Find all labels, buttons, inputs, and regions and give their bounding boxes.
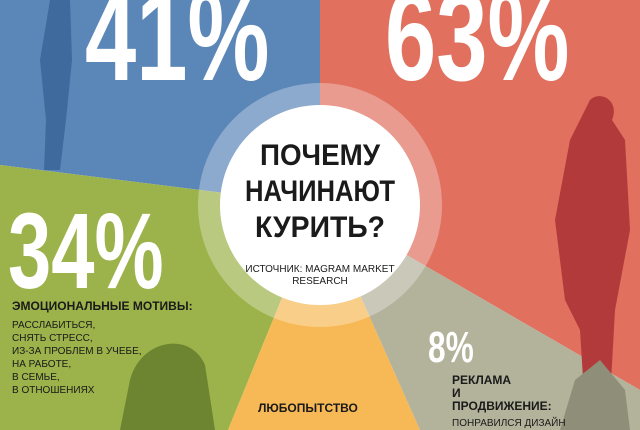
list-item: НА РАБОТЕ, [12,359,71,370]
silhouette [555,96,630,410]
list-item: СНЯТЬ СТРЕСС, [12,333,93,344]
silhouette [120,343,215,430]
silhouette [40,0,72,170]
center-circle [220,105,420,305]
percent: 8% [428,323,474,372]
source-line: ИСТОЧНИК: MAGRAM MARKET [245,264,394,275]
list-item: В ОТНОШЕНИЯХ [12,385,95,396]
heading-line: ПРОДВИЖЕНИЕ: [452,399,552,413]
heading-line: РЕКЛАМА [452,373,511,387]
title-line: НАЧИНАЮТ [245,175,395,208]
silhouette [560,360,630,430]
title-line: ПОЧЕМУ [260,139,380,172]
list-item: ИЗ-ЗА ПРОБЛЕМ В УЧЕБЕ, [12,346,142,357]
segment-orange [228,205,420,430]
list: РАССЛАБИТЬСЯ, СНЯТЬ СТРЕСС, ИЗ-ЗА ПРОБЛЕМ … [12,320,142,396]
heading: ЭМОЦИОНАЛЬНЫЕ МОТИВЫ: [12,299,193,313]
title-line: КУРИТЬ? [255,211,385,244]
heading: ЛЮБОПЫТСТВО [258,401,358,415]
percent: 63% [385,0,569,108]
list-item: РАССЛАБИТЬСЯ, [12,320,95,331]
source-line: RESEARCH [292,276,348,287]
percent: 34% [8,190,164,311]
segment-red [320,0,640,390]
heading-line: И [452,386,461,400]
detail: ПОНРАВИЛСЯ ДИЗАЙН [452,416,566,429]
list-item: В СЕМЬЕ, [12,372,60,383]
percent: 41% [85,0,269,108]
